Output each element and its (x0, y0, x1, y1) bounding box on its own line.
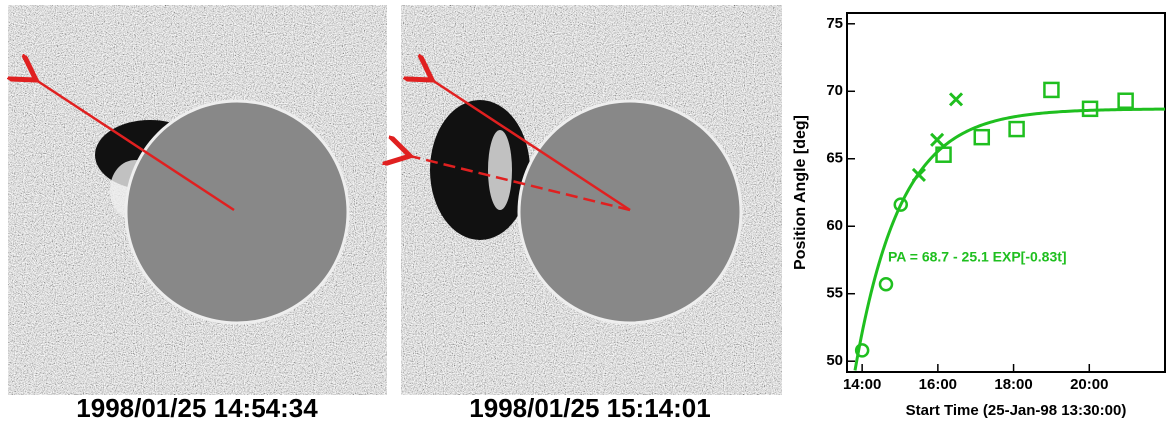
y-tick-label: 55 (826, 285, 843, 302)
x-tick-label: 16:00 (919, 376, 957, 393)
point (931, 134, 943, 146)
y-tick-label: 50 (826, 352, 843, 369)
x-tick-label: 14:00 (843, 376, 881, 393)
point (880, 278, 892, 290)
x-tick-label: 20:00 (1070, 376, 1108, 393)
figure: 1998/01/25 14:54:34 1998/01/25 15:14:01 … (0, 0, 1172, 422)
image-1: 1998/01/25 14:54:34 (8, 5, 387, 422)
y-tick-label: 70 (826, 82, 843, 99)
y-axis-label: Position Angle [deg] (792, 115, 809, 270)
y-tick-label: 65 (826, 150, 843, 167)
fit-curve (855, 109, 1165, 370)
point (975, 130, 989, 144)
point (950, 93, 962, 105)
plot-frame (847, 13, 1165, 372)
point (1010, 122, 1024, 136)
x-tick-label: 18:00 (994, 376, 1032, 393)
image-caption: 1998/01/25 14:54:34 (76, 393, 318, 422)
point (1119, 94, 1133, 108)
x-axis-label: Start Time (25-Jan-98 13:30:00) (906, 402, 1127, 419)
y-tick-label: 60 (826, 217, 843, 234)
point (1044, 83, 1058, 97)
image-2: 1998/01/25 15:14:01 (401, 5, 782, 422)
y-tick-label: 75 (826, 15, 843, 32)
image-caption: 1998/01/25 15:14:01 (469, 393, 710, 422)
fit-annotation: PA = 68.7 - 25.1 EXP[-0.83t] (888, 249, 1067, 265)
